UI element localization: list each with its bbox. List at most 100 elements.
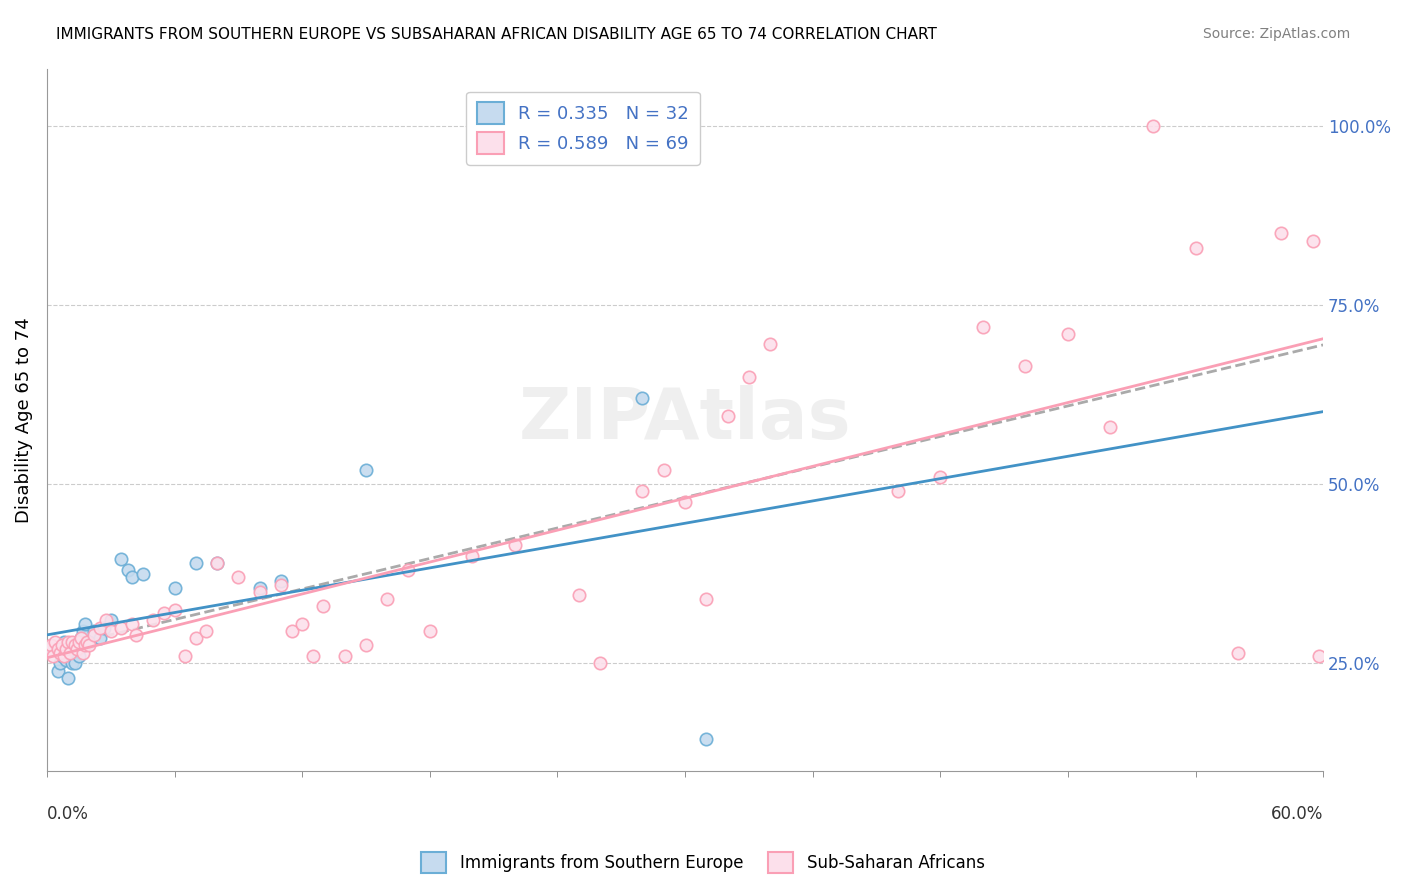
Point [301,649,323,664]
Text: Source: ZipAtlas.com: Source: ZipAtlas.com [1202,27,1350,41]
Point [48,657,70,671]
Point [75,616,97,631]
Point [312,599,335,613]
Point [83,628,105,642]
Point [972,319,994,334]
Point [93,621,115,635]
Point [205,556,228,570]
Point [270,574,292,588]
Point [62,635,84,649]
Point [174,649,197,664]
Point [63,657,86,671]
Point [1270,227,1292,241]
Point [46,664,69,678]
Point [59,646,82,660]
Point [55,653,77,667]
Point [249,581,271,595]
Point [117,563,139,577]
Point [55,642,77,657]
Point [100,624,122,639]
Point [121,616,143,631]
Point [1302,234,1324,248]
Point [76,635,98,649]
Point [333,649,356,664]
Point [1057,326,1080,341]
Point [66,642,89,657]
Point [716,409,738,423]
Point [163,581,186,595]
Point [1099,420,1122,434]
Point [228,570,250,584]
Point [56,671,79,685]
Point [195,624,218,639]
Text: 60.0%: 60.0% [1271,805,1323,823]
Point [62,657,84,671]
Point [38,642,60,657]
Point [1227,646,1250,660]
Point [886,484,908,499]
Point [75,639,97,653]
Legend: Immigrants from Southern Europe, Sub-Saharan Africans: Immigrants from Southern Europe, Sub-Sah… [415,846,991,880]
Point [66,635,89,649]
Point [110,621,132,635]
Point [44,635,66,649]
Point [89,621,111,635]
Point [42,642,65,657]
Point [42,649,65,664]
Point [631,391,654,405]
Point [270,577,292,591]
Point [354,463,377,477]
Point [589,657,612,671]
Point [70,632,93,646]
Text: IMMIGRANTS FROM SOUTHERN EUROPE VS SUBSAHARAN AFRICAN DISABILITY AGE 65 TO 74 CO: IMMIGRANTS FROM SOUTHERN EUROPE VS SUBSA… [56,27,938,42]
Point [79,639,101,653]
Point [929,470,952,484]
Point [354,639,377,653]
Point [59,646,82,660]
Text: ZIPAtlas: ZIPAtlas [519,385,851,454]
Point [503,538,526,552]
Point [125,628,148,642]
Point [673,495,696,509]
Point [280,624,302,639]
Point [291,616,314,631]
Point [419,624,441,639]
Point [72,646,94,660]
Point [52,635,75,649]
Point [79,635,101,649]
Point [83,624,105,639]
Point [184,556,207,570]
Point [568,588,591,602]
Point [56,635,79,649]
Point [249,584,271,599]
Point [110,552,132,566]
Point [631,484,654,499]
Point [184,632,207,646]
Point [652,463,675,477]
Point [67,649,90,664]
Point [72,624,94,639]
Point [375,591,398,606]
Point [63,639,86,653]
Point [67,635,90,649]
Point [1184,241,1206,255]
Point [70,632,93,646]
Point [131,566,153,581]
Point [1142,119,1164,133]
Point [1308,649,1330,664]
Point [52,649,75,664]
Point [121,570,143,584]
Text: 0.0%: 0.0% [46,805,89,823]
Point [96,613,118,627]
Y-axis label: Disability Age 65 to 74: Disability Age 65 to 74 [15,317,32,523]
Point [695,731,717,746]
Point [142,613,165,627]
Point [163,602,186,616]
Point [39,639,62,653]
Legend: R = 0.335   N = 32, R = 0.589   N = 69: R = 0.335 N = 32, R = 0.589 N = 69 [465,92,700,164]
Point [46,642,69,657]
Point [100,613,122,627]
Point [398,563,420,577]
Point [51,649,73,664]
Point [153,606,176,620]
